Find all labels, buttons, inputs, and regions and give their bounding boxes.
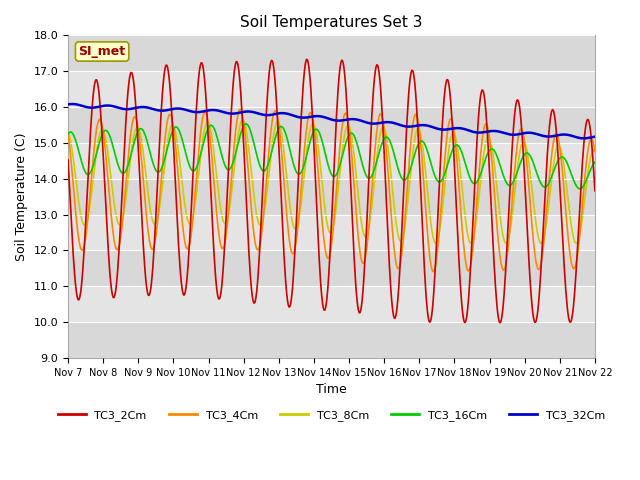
Bar xyxy=(68,251,595,286)
Bar xyxy=(68,71,595,107)
Bar xyxy=(68,179,595,215)
Legend: TC3_2Cm, TC3_4Cm, TC3_8Cm, TC3_16Cm, TC3_32Cm: TC3_2Cm, TC3_4Cm, TC3_8Cm, TC3_16Cm, TC3… xyxy=(53,406,609,425)
Bar xyxy=(68,107,595,143)
Text: SI_met: SI_met xyxy=(79,45,125,58)
Bar xyxy=(68,322,595,358)
Bar xyxy=(68,36,595,71)
Bar xyxy=(68,215,595,251)
Y-axis label: Soil Temperature (C): Soil Temperature (C) xyxy=(15,132,28,261)
Bar xyxy=(68,143,595,179)
Bar xyxy=(68,286,595,322)
X-axis label: Time: Time xyxy=(316,383,347,396)
Title: Soil Temperatures Set 3: Soil Temperatures Set 3 xyxy=(240,15,422,30)
